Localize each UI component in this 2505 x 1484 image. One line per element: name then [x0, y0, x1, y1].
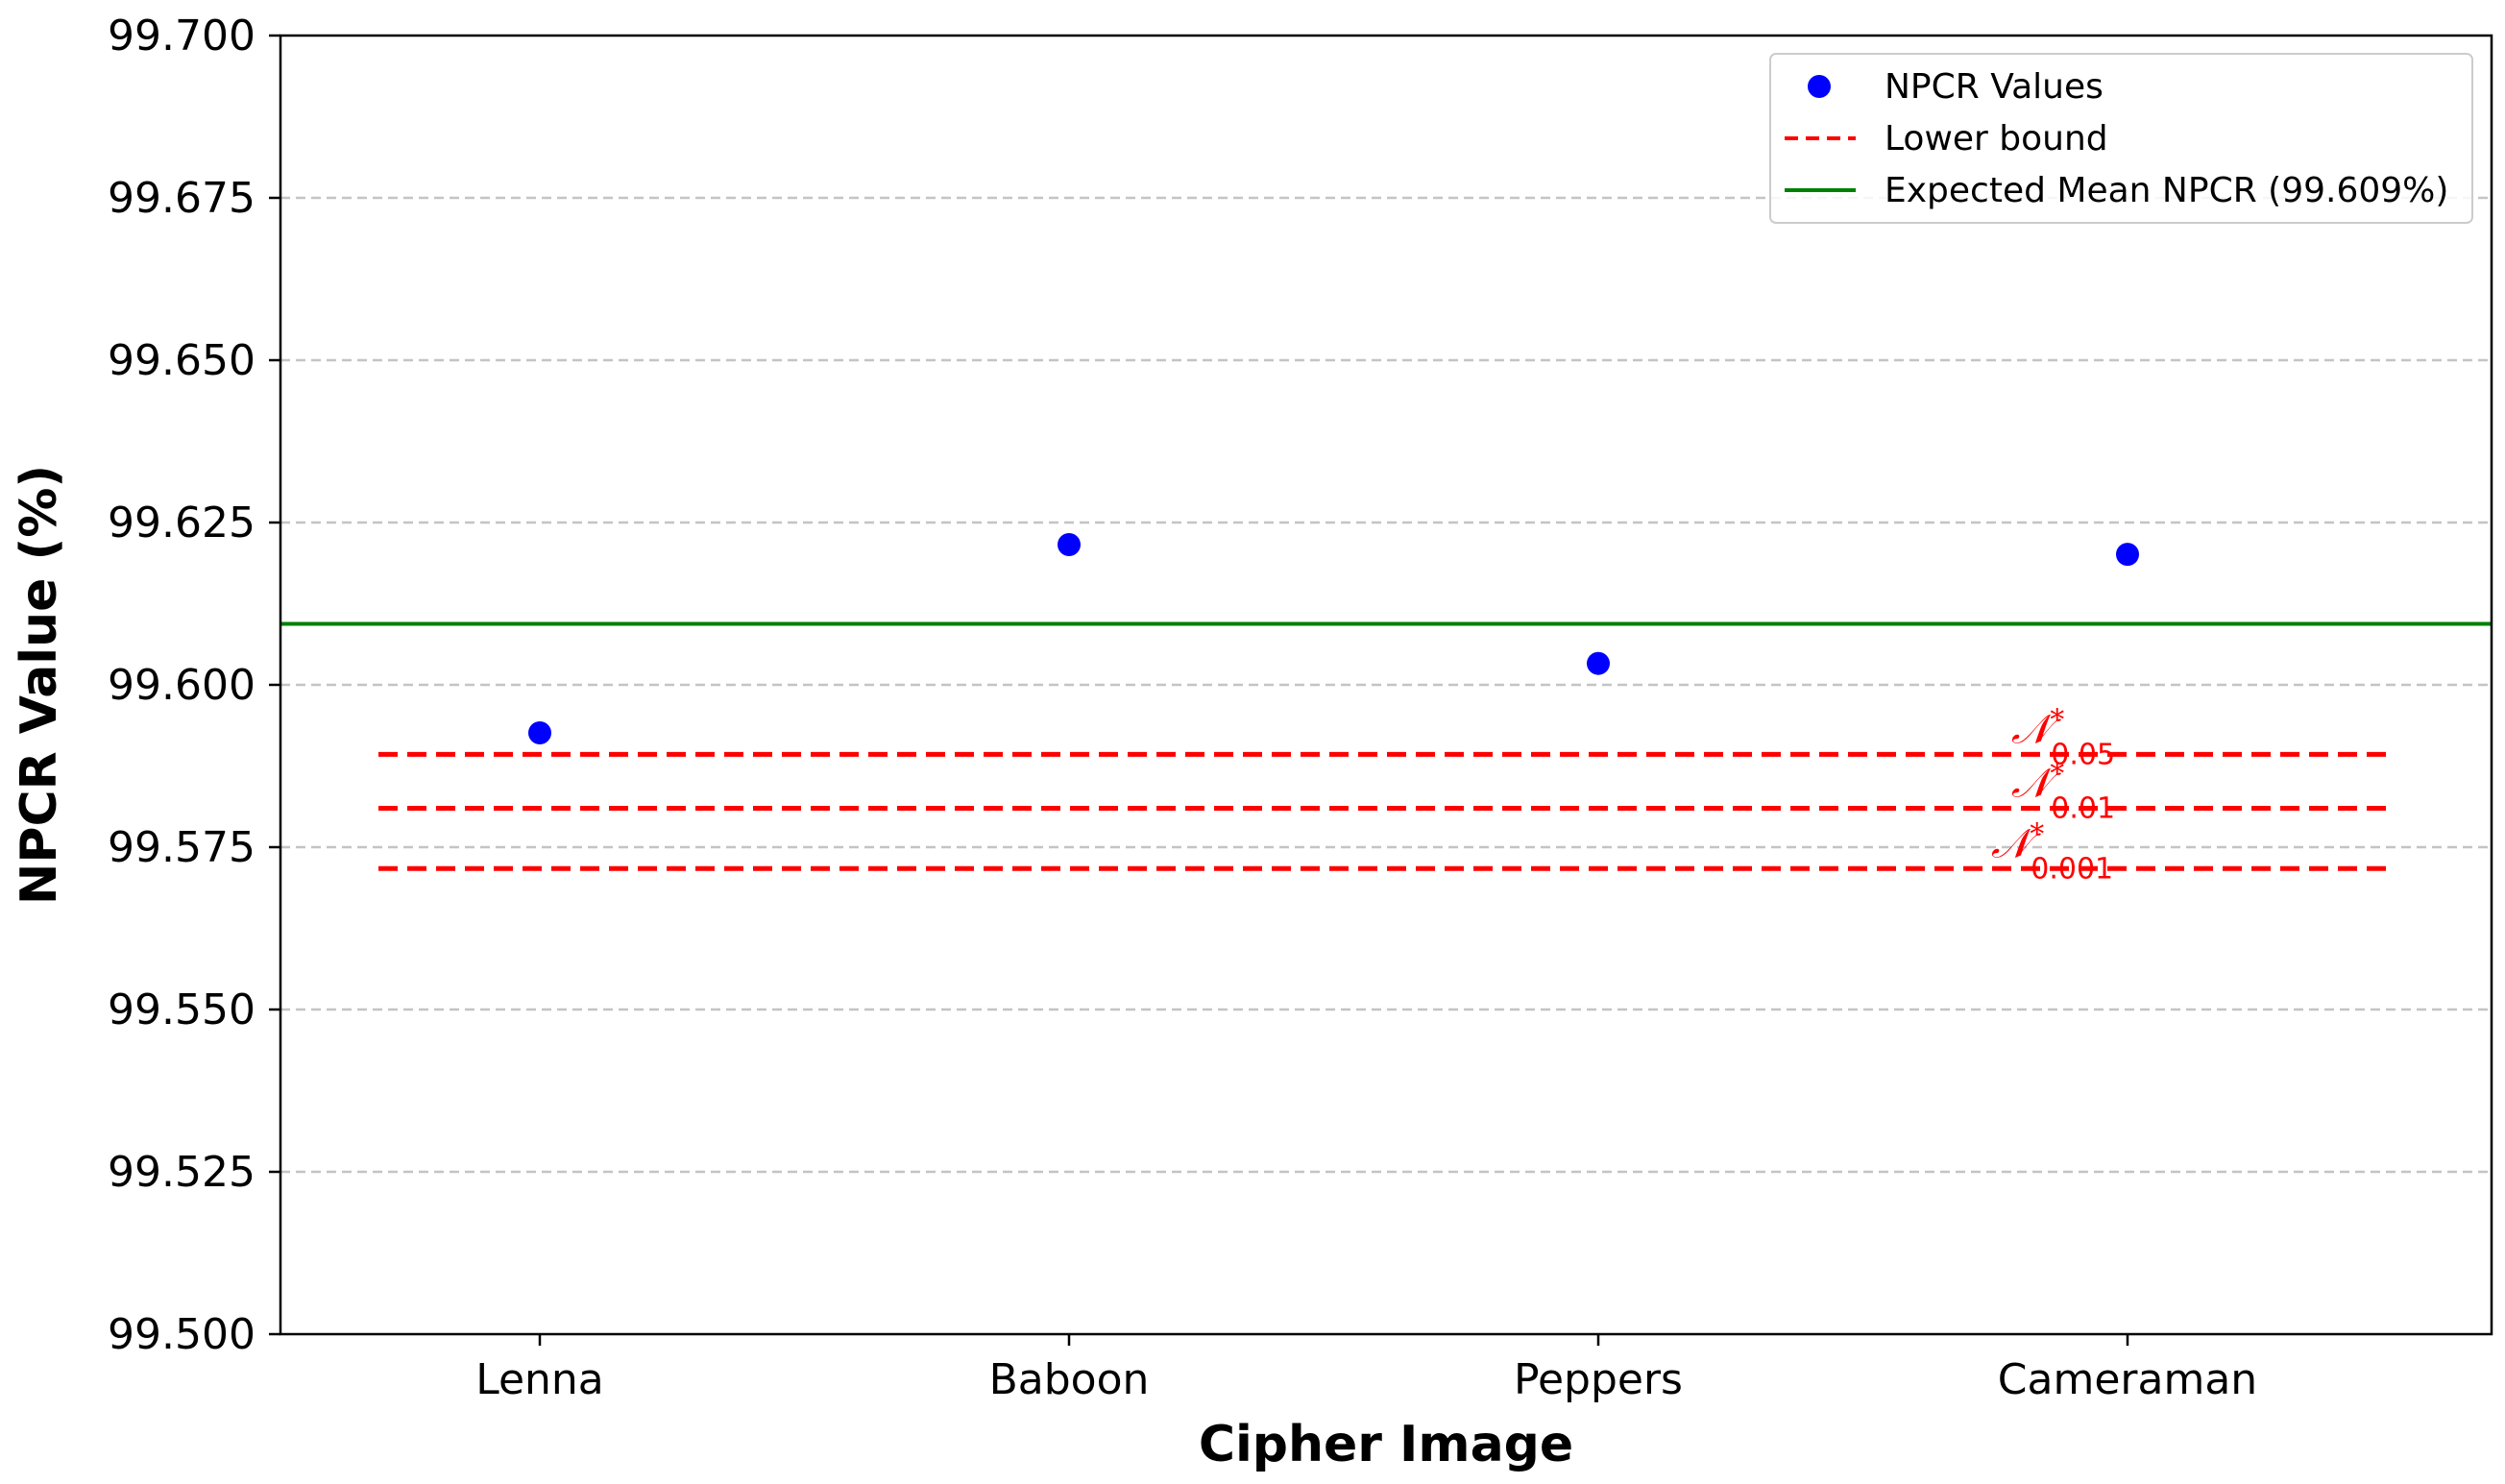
reference-lines: 𝒩* 0.05𝒩* 0.01𝒩* 0.001: [280, 621, 2492, 886]
legend: NPCR Values Lower bound Expected Mean NP…: [1769, 53, 2473, 224]
npcr-point: [1587, 651, 1610, 675]
legend-label-lower-bound: Lower bound: [1885, 119, 2108, 158]
legend-marker-npcr-icon: [1808, 75, 1831, 98]
y-tick-label: 99.525: [108, 1148, 255, 1197]
y-tick-label: 99.575: [108, 823, 255, 872]
y-tick-label: 99.650: [108, 336, 255, 385]
lower-bound-label: 𝒩* 0.05: [2011, 703, 2115, 771]
x-tick-label: Peppers: [1514, 1355, 1683, 1404]
y-tick-label: 99.625: [108, 499, 255, 547]
legend-label-expected-mean: Expected Mean NPCR (99.609%): [1885, 171, 2448, 210]
y-tick-label: 99.600: [108, 661, 255, 710]
y-tick-label: 99.700: [108, 12, 255, 61]
y-tick-label: 99.500: [108, 1310, 255, 1359]
lower-bound-label: 𝒩* 0.01: [2011, 757, 2115, 825]
npcr-point: [528, 721, 551, 745]
lower-bound-label: 𝒩* 0.001: [1991, 817, 2113, 886]
y-tick-label: 99.675: [108, 174, 255, 223]
legend-label-npcr: NPCR Values: [1885, 67, 2104, 107]
x-tick-label: Lenna: [475, 1355, 604, 1404]
npcr-point: [1058, 532, 1081, 556]
x-axis-title: Cipher Image: [1199, 1416, 1573, 1473]
y-axis: 99.500 99.525 99.550 99.575 99.600 99.625 99.6…: [108, 12, 280, 1359]
y-tick-label: 99.550: [108, 985, 255, 1034]
x-axis: Lenna Baboon Peppers Cameraman: [475, 1334, 2257, 1404]
x-tick-label: Cameraman: [1998, 1355, 2257, 1404]
y-axis-title: NPCR Value (%): [11, 465, 68, 905]
legend-box: [1769, 53, 2473, 224]
x-tick-label: Baboon: [989, 1355, 1150, 1404]
data-points: [528, 532, 2139, 745]
npcr-point: [2116, 543, 2139, 567]
